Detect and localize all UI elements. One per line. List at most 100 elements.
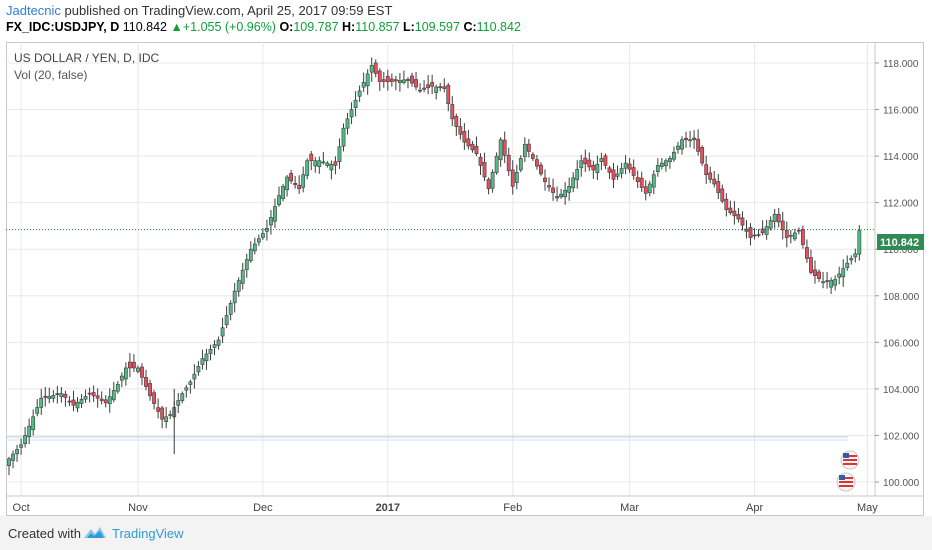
- candle-down: [539, 164, 543, 175]
- candle-down: [535, 159, 539, 167]
- candle-up: [647, 183, 652, 194]
- candle-up: [406, 78, 410, 81]
- footer-bar: Created with TradingView: [0, 516, 932, 550]
- x-tick-label: Nov: [128, 502, 148, 514]
- candle-up: [337, 146, 342, 162]
- tradingview-logo-icon[interactable]: [82, 525, 108, 541]
- candle-down: [740, 217, 745, 226]
- candle-up: [27, 425, 32, 437]
- y-tick-label: 110.000: [883, 245, 919, 256]
- candle-down: [470, 143, 475, 151]
- candle-up: [256, 238, 261, 243]
- candle-up: [833, 279, 838, 286]
- high-label: H:: [342, 20, 356, 34]
- y-tick-label: 116.000: [883, 106, 919, 117]
- candle-down: [43, 395, 48, 398]
- candle-down: [132, 361, 136, 369]
- candle-down: [526, 143, 531, 152]
- candle-up: [31, 416, 36, 431]
- candle-up: [325, 162, 330, 166]
- candle-down: [780, 220, 785, 231]
- candle-down: [809, 257, 813, 273]
- candle-up: [680, 139, 684, 150]
- price-chart[interactable]: 100.000 102.000 104.000 106.000 108.000 110.0…: [0, 0, 932, 516]
- candle-down: [377, 70, 382, 82]
- candle-up: [269, 217, 273, 226]
- candle-up: [115, 383, 120, 392]
- candle-down: [720, 188, 725, 202]
- candle-up: [563, 189, 568, 198]
- last-price-badge: [877, 234, 924, 250]
- candle-down: [91, 392, 96, 397]
- symbol-label: FX_IDC:USDJPY, D: [6, 20, 120, 34]
- author-link[interactable]: Jadtecnic: [6, 3, 61, 18]
- candle-down: [446, 84, 451, 104]
- candle-down: [631, 167, 636, 176]
- candle-up: [11, 453, 15, 461]
- candle-up: [672, 151, 676, 160]
- legend-title: US DOLLAR / YEN, D, IDC: [14, 51, 159, 65]
- candle-down: [732, 210, 737, 217]
- candle-up: [301, 174, 306, 188]
- y-tick-label: 114.000: [883, 152, 919, 163]
- candle-up: [15, 449, 19, 455]
- price-change: +1.055 (+0.96%): [182, 20, 276, 34]
- candle-up: [837, 273, 842, 278]
- candle-up: [853, 253, 858, 258]
- y-tick-label: 108.000: [883, 292, 920, 303]
- candle-up: [849, 258, 854, 261]
- tradingview-link[interactable]: TradingView: [112, 526, 184, 541]
- candle-down: [748, 227, 753, 238]
- candle-down: [704, 164, 709, 176]
- candle-down: [813, 269, 817, 276]
- candle-up: [107, 396, 112, 405]
- candle-down: [796, 229, 801, 232]
- candle-up: [119, 375, 124, 381]
- candle-up: [655, 165, 660, 172]
- candle-down: [502, 139, 507, 156]
- candle-up: [792, 232, 797, 240]
- x-tick-label: Dec: [253, 502, 273, 514]
- candle-down: [805, 247, 809, 259]
- candle-up: [75, 401, 80, 409]
- chart-grid: [6, 42, 875, 496]
- candle-up: [220, 327, 225, 337]
- candle-down: [442, 86, 447, 89]
- candle-down: [547, 185, 551, 188]
- candle-down: [410, 75, 414, 84]
- last-price-badge-text: 110.842: [880, 237, 919, 249]
- candle-up: [365, 73, 370, 87]
- candle-up: [224, 315, 229, 326]
- candle-down: [381, 79, 386, 82]
- y-tick-label: 104.000: [883, 385, 920, 396]
- candle-up: [19, 444, 23, 448]
- chart-frame[interactable]: [6, 42, 924, 516]
- candle-up: [619, 168, 624, 174]
- candle-up: [59, 393, 64, 398]
- candle-up: [317, 160, 322, 167]
- candle-up: [841, 268, 846, 278]
- candle-up: [236, 280, 241, 292]
- candle-up: [83, 396, 88, 400]
- candle-down: [438, 86, 443, 89]
- candle-up: [494, 155, 499, 173]
- candle-up: [668, 158, 672, 163]
- candle-up: [136, 367, 140, 372]
- candle-down: [430, 82, 435, 87]
- candle-down: [555, 196, 559, 199]
- candle-down: [611, 169, 616, 180]
- candle-down: [760, 228, 765, 234]
- candle-up: [176, 400, 181, 406]
- candle-down: [801, 228, 805, 245]
- candle-up: [756, 234, 761, 236]
- candle-up: [281, 186, 285, 199]
- candle-down: [696, 138, 701, 152]
- candle-up: [7, 458, 11, 467]
- created-with-label: Created with: [8, 526, 81, 541]
- candle-down: [458, 126, 463, 135]
- candle-down: [708, 172, 713, 180]
- candle-up: [111, 390, 116, 401]
- candle-up: [212, 344, 217, 348]
- x-tick-label: Mar: [620, 502, 639, 514]
- us-flag-icon: [836, 472, 856, 492]
